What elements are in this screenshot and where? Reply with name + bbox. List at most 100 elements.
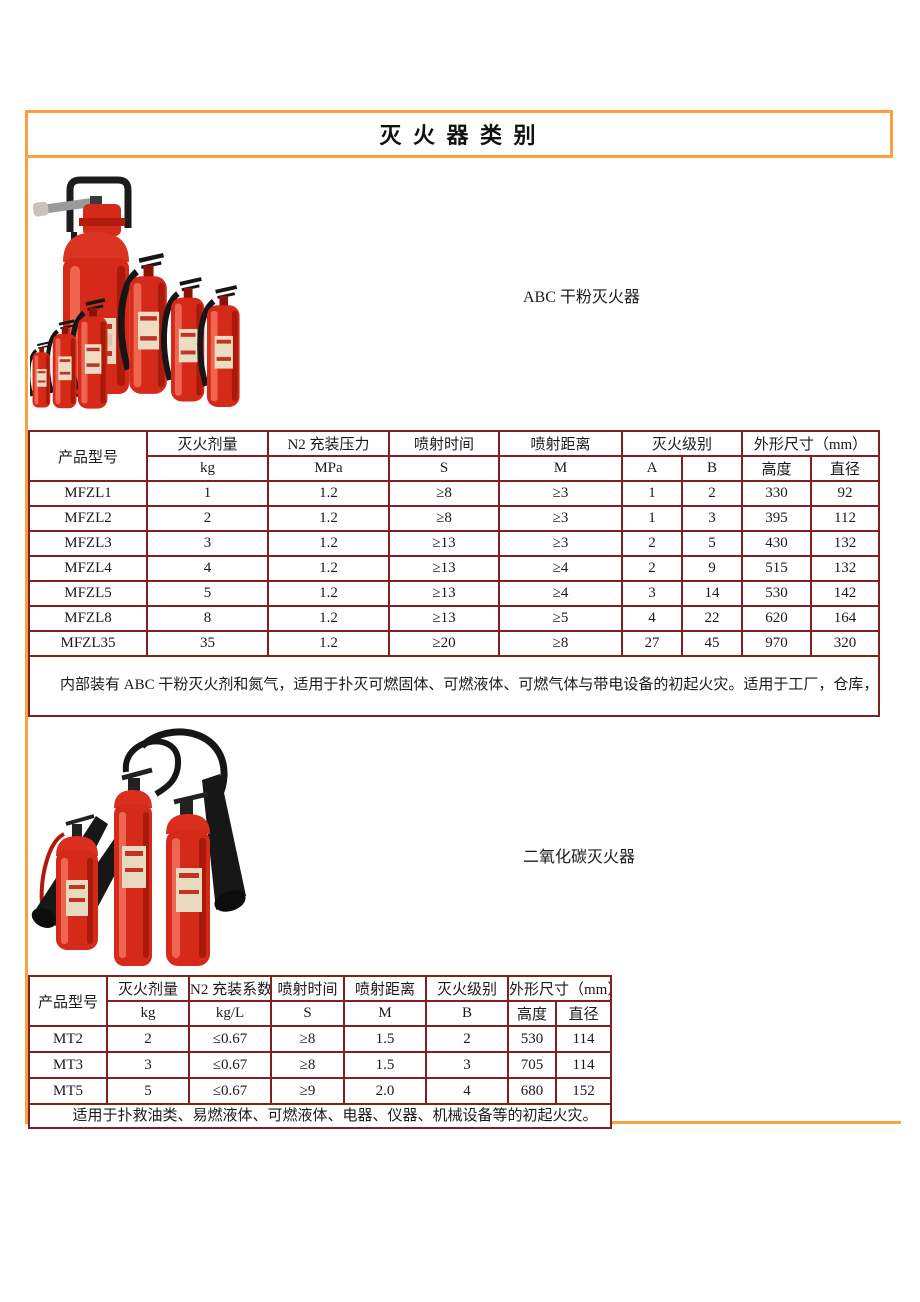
cell: 112 [810,505,881,532]
cell: 705 [507,1051,557,1079]
unit-height: 高度 [507,1000,557,1027]
cell: 114 [555,1051,612,1079]
cell: 2 [680,480,744,507]
abc-image-caption: ABC 干粉灭火器 [523,289,640,306]
cell: 1.2 [267,530,390,557]
cell: 114 [555,1025,612,1053]
cell: 3 [425,1051,509,1079]
cell: 142 [810,580,881,607]
cell: ≥13 [388,580,500,607]
cell: ≥8 [270,1025,345,1053]
cell: 4 [621,605,683,632]
cell: ≤0.67 [188,1077,272,1105]
cell: 1.2 [267,630,390,657]
cell: 620 [741,605,813,632]
unit-agent: kg [146,455,269,482]
cell: 3 [106,1051,190,1079]
cell: ≥8 [498,630,623,657]
cell-model: MFZL8 [28,605,148,632]
cell-model: MFZL1 [28,480,148,507]
cell: 9 [680,555,744,582]
col-header-class: 灭火级别 [620,430,744,457]
cell: 2 [106,1025,190,1053]
cell: 1.5 [343,1025,427,1053]
cell: 5 [146,580,269,607]
unit-agent: kg [106,1000,190,1027]
cell: 1.2 [267,555,390,582]
cell: 3 [146,530,269,557]
co2-extinguishers-illustration [31,728,246,966]
cell-model: MT3 [28,1051,108,1079]
cell: 1.2 [267,480,390,507]
unit-coeff: kg/L [188,1000,272,1027]
unit-pressure: MPa [267,455,390,482]
unit-distance: M [343,1000,427,1027]
col-header-model: 产品型号 [28,430,148,482]
co2-image-caption: 二氧化碳灭火器 [523,849,636,866]
col-header-time: 喷射时间 [270,975,345,1002]
cell: ≥8 [388,505,500,532]
cell: 1.5 [343,1051,427,1079]
col-header-time: 喷射时间 [388,430,500,457]
table-row: MFZL8 8 1.2 ≥13 ≥5 4 22 620 164 [28,605,881,632]
cell: 164 [810,605,881,632]
cell-model: MFZL35 [28,630,148,657]
co2-table-note: 适用于扑救油类、易燃液体、可燃液体、电器、仪器、机械设备等的初起火灾。 [28,1103,612,1129]
cell: 2 [621,530,683,557]
cell-model: MT2 [28,1025,108,1053]
abc-spec-table: 产品型号 灭火剂量 N2 充装压力 喷射时间 喷射距离 灭火级别 外形尺寸（mm… [27,430,881,717]
cell-model: MFZL5 [28,580,148,607]
cell: 92 [810,480,881,507]
cell-model: MFZL4 [28,555,148,582]
header-row-2: kg MPa S M A B 高度 直径 [29,455,881,482]
cell: 14 [680,580,744,607]
col-header-distance: 喷射距离 [498,430,623,457]
header-row-1: 产品型号 灭火剂量 N2 充装系数 喷射时间 喷射距离 灭火级别 外形尺寸（mm… [28,975,612,1027]
unit-diameter: 直径 [555,1000,612,1027]
cell: ≥13 [388,555,500,582]
unit-diameter: 直径 [810,455,881,482]
col-header-agent: 灭火剂量 [106,975,190,1002]
header-row-1: 产品型号 灭火剂量 N2 充装压力 喷射时间 喷射距离 灭火级别 外形尺寸（mm… [28,430,881,482]
cell: 1 [621,480,683,507]
cell: 3 [621,580,683,607]
cell: ≥13 [388,530,500,557]
unit-height: 高度 [741,455,813,482]
cell: 132 [810,530,881,557]
table-row: MFZL2 2 1.2 ≥8 ≥3 1 3 395 112 [28,505,881,532]
cell: 1 [621,505,683,532]
unit-time: S [270,1000,345,1027]
cell: 430 [741,530,813,557]
cell: 1.2 [267,580,390,607]
cell: ≥4 [498,580,623,607]
unit-distance: M [498,455,623,482]
cell: 515 [741,555,813,582]
col-header-dims: 外形尺寸（mm） [741,430,881,457]
unit-class-a: A [621,455,683,482]
cell-model: MT5 [28,1077,108,1105]
col-header-dims: 外形尺寸（mm） [507,975,612,1002]
cell: ≥4 [498,555,623,582]
cell: 970 [741,630,813,657]
cell: 530 [507,1025,557,1053]
cell: 2 [425,1025,509,1053]
cell: ≥5 [498,605,623,632]
table-row: MFZL4 4 1.2 ≥13 ≥4 2 9 515 132 [28,555,881,582]
cell: 22 [680,605,744,632]
cell: 1 [146,480,269,507]
col-header-distance: 喷射距离 [343,975,427,1002]
cell: 330 [741,480,813,507]
col-header-agent: 灭火剂量 [146,430,269,457]
cell: ≥3 [498,480,623,507]
unit-class-b: B [425,1000,509,1027]
table-row: MFZL35 35 1.2 ≥20 ≥8 27 45 970 320 [28,630,881,657]
col-header-class: 灭火级别 [425,975,509,1002]
abc-extinguishers-illustration [27,176,240,409]
co2-spec-table: 产品型号 灭火剂量 N2 充装系数 喷射时间 喷射距离 灭火级别 外形尺寸（mm… [28,975,612,1129]
cell-model: MFZL3 [28,530,148,557]
cell: 530 [741,580,813,607]
title-bar: 灭 火 器 类 别 [25,110,893,158]
cell: ≥3 [498,530,623,557]
cell: 132 [810,555,881,582]
cell: 8 [146,605,269,632]
